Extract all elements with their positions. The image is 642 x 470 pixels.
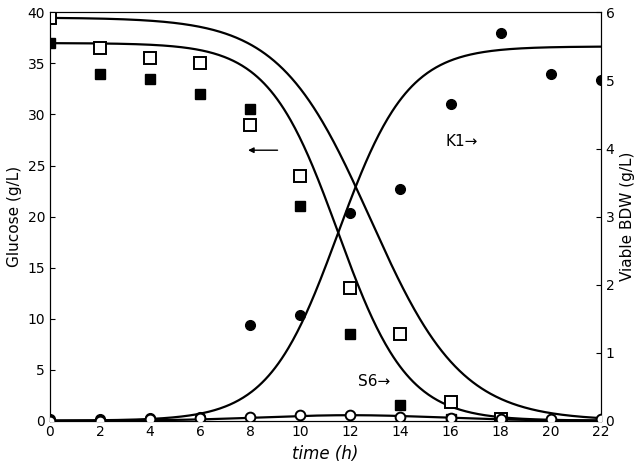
X-axis label: time (h): time (h) bbox=[292, 445, 359, 463]
Text: S6→: S6→ bbox=[358, 375, 390, 389]
Y-axis label: Viable BDW (g/L): Viable BDW (g/L) bbox=[620, 152, 635, 281]
Text: K1→: K1→ bbox=[446, 134, 478, 149]
Y-axis label: Glucose (g/L): Glucose (g/L) bbox=[7, 166, 22, 267]
